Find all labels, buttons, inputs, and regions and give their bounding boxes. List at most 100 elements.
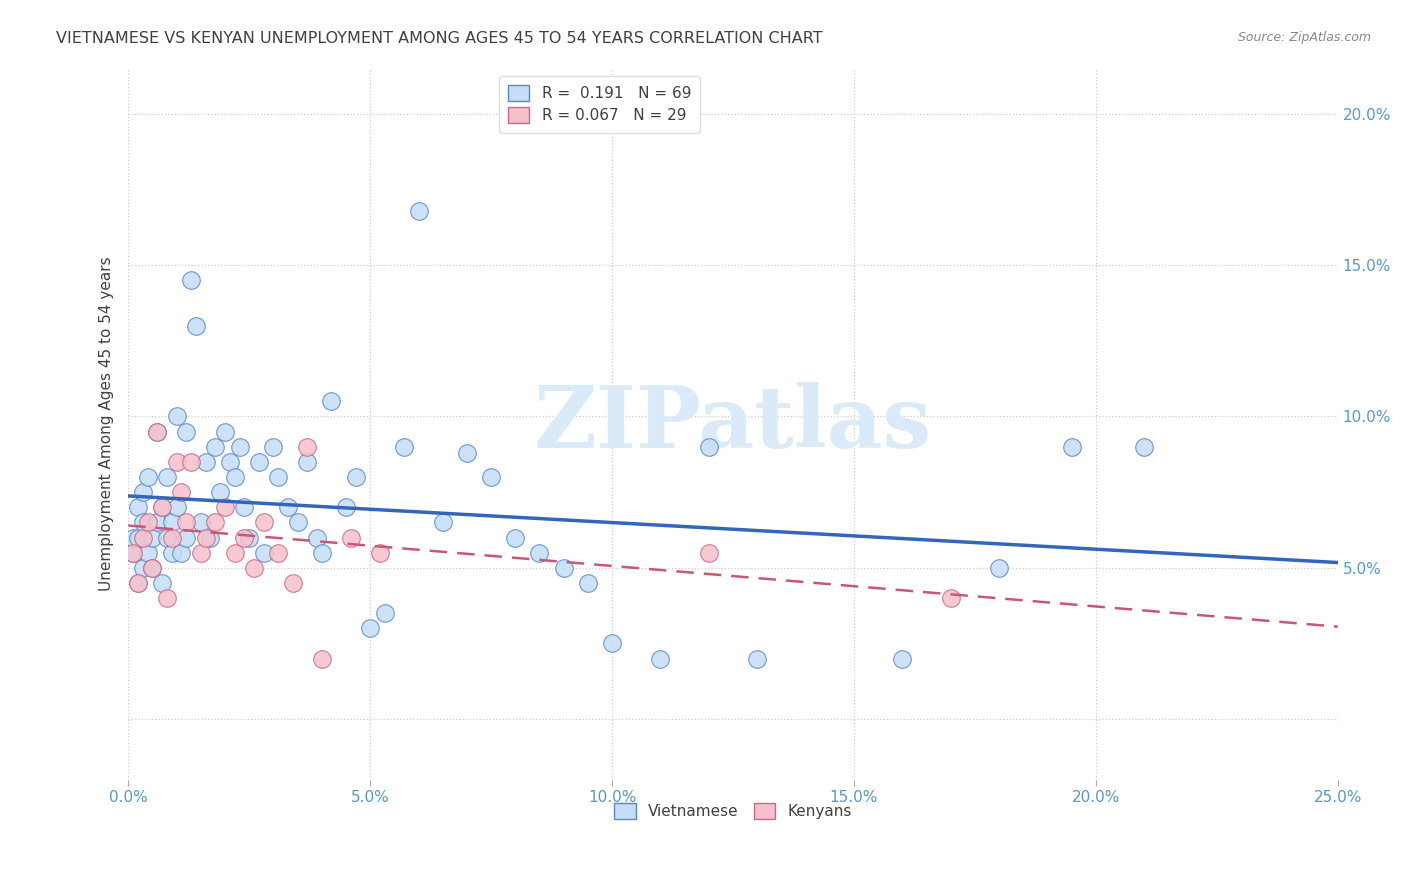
Point bbox=[988, 561, 1011, 575]
Point bbox=[368, 546, 391, 560]
Point bbox=[287, 516, 309, 530]
Point bbox=[132, 561, 155, 575]
Point bbox=[190, 546, 212, 560]
Point bbox=[160, 546, 183, 560]
Point bbox=[166, 409, 188, 424]
Point bbox=[600, 636, 623, 650]
Point bbox=[132, 485, 155, 500]
Point bbox=[267, 470, 290, 484]
Point bbox=[359, 621, 381, 635]
Point bbox=[503, 531, 526, 545]
Point bbox=[408, 203, 430, 218]
Point bbox=[529, 546, 551, 560]
Point bbox=[146, 516, 169, 530]
Point bbox=[194, 455, 217, 469]
Point bbox=[136, 470, 159, 484]
Point bbox=[176, 516, 198, 530]
Point bbox=[1060, 440, 1083, 454]
Point bbox=[170, 546, 193, 560]
Point bbox=[184, 318, 207, 333]
Point bbox=[209, 485, 232, 500]
Point bbox=[136, 516, 159, 530]
Point bbox=[156, 531, 179, 545]
Point bbox=[160, 516, 183, 530]
Point bbox=[150, 500, 173, 515]
Point bbox=[253, 516, 276, 530]
Point bbox=[122, 531, 145, 545]
Point bbox=[156, 591, 179, 605]
Point bbox=[243, 561, 266, 575]
Point bbox=[238, 531, 260, 545]
Point bbox=[218, 455, 240, 469]
Point bbox=[122, 546, 145, 560]
Point bbox=[146, 425, 169, 439]
Point bbox=[340, 531, 363, 545]
Point bbox=[141, 531, 163, 545]
Point bbox=[194, 531, 217, 545]
Point bbox=[344, 470, 367, 484]
Point bbox=[311, 651, 333, 665]
Point bbox=[650, 651, 672, 665]
Point bbox=[277, 500, 299, 515]
Point bbox=[214, 500, 236, 515]
Legend: Vietnamese, Kenyans: Vietnamese, Kenyans bbox=[609, 797, 858, 825]
Point bbox=[228, 440, 250, 454]
Point bbox=[233, 531, 256, 545]
Point bbox=[141, 561, 163, 575]
Point bbox=[479, 470, 502, 484]
Point bbox=[939, 591, 962, 605]
Point bbox=[305, 531, 328, 545]
Point bbox=[697, 440, 720, 454]
Point bbox=[176, 425, 198, 439]
Point bbox=[297, 455, 319, 469]
Point bbox=[166, 455, 188, 469]
Text: Source: ZipAtlas.com: Source: ZipAtlas.com bbox=[1237, 31, 1371, 45]
Point bbox=[262, 440, 284, 454]
Point bbox=[456, 446, 478, 460]
Point bbox=[392, 440, 415, 454]
Point bbox=[180, 273, 202, 287]
Point bbox=[432, 516, 454, 530]
Point bbox=[127, 576, 149, 591]
Point bbox=[200, 531, 222, 545]
Point bbox=[281, 576, 304, 591]
Point bbox=[132, 516, 155, 530]
Point bbox=[132, 531, 155, 545]
Point bbox=[891, 651, 914, 665]
Point bbox=[190, 516, 212, 530]
Point bbox=[233, 500, 256, 515]
Point bbox=[176, 531, 198, 545]
Point bbox=[374, 606, 396, 620]
Text: VIETNAMESE VS KENYAN UNEMPLOYMENT AMONG AGES 45 TO 54 YEARS CORRELATION CHART: VIETNAMESE VS KENYAN UNEMPLOYMENT AMONG … bbox=[56, 31, 823, 46]
Point bbox=[170, 485, 193, 500]
Point bbox=[297, 440, 319, 454]
Point bbox=[224, 470, 246, 484]
Point bbox=[335, 500, 357, 515]
Point bbox=[224, 546, 246, 560]
Text: ZIPatlas: ZIPatlas bbox=[534, 382, 932, 466]
Point bbox=[267, 546, 290, 560]
Point bbox=[122, 546, 145, 560]
Point bbox=[204, 516, 226, 530]
Point bbox=[214, 425, 236, 439]
Point bbox=[141, 561, 163, 575]
Point bbox=[180, 455, 202, 469]
Point bbox=[311, 546, 333, 560]
Point bbox=[321, 394, 343, 409]
Point bbox=[747, 651, 769, 665]
Point bbox=[204, 440, 226, 454]
Point bbox=[136, 546, 159, 560]
Point bbox=[156, 470, 179, 484]
Point bbox=[166, 500, 188, 515]
Point bbox=[160, 531, 183, 545]
Point bbox=[127, 576, 149, 591]
Point bbox=[146, 425, 169, 439]
Y-axis label: Unemployment Among Ages 45 to 54 years: Unemployment Among Ages 45 to 54 years bbox=[100, 257, 114, 591]
Point bbox=[150, 500, 173, 515]
Point bbox=[697, 546, 720, 560]
Point bbox=[576, 576, 599, 591]
Point bbox=[1133, 440, 1156, 454]
Point bbox=[150, 576, 173, 591]
Point bbox=[253, 546, 276, 560]
Point bbox=[247, 455, 270, 469]
